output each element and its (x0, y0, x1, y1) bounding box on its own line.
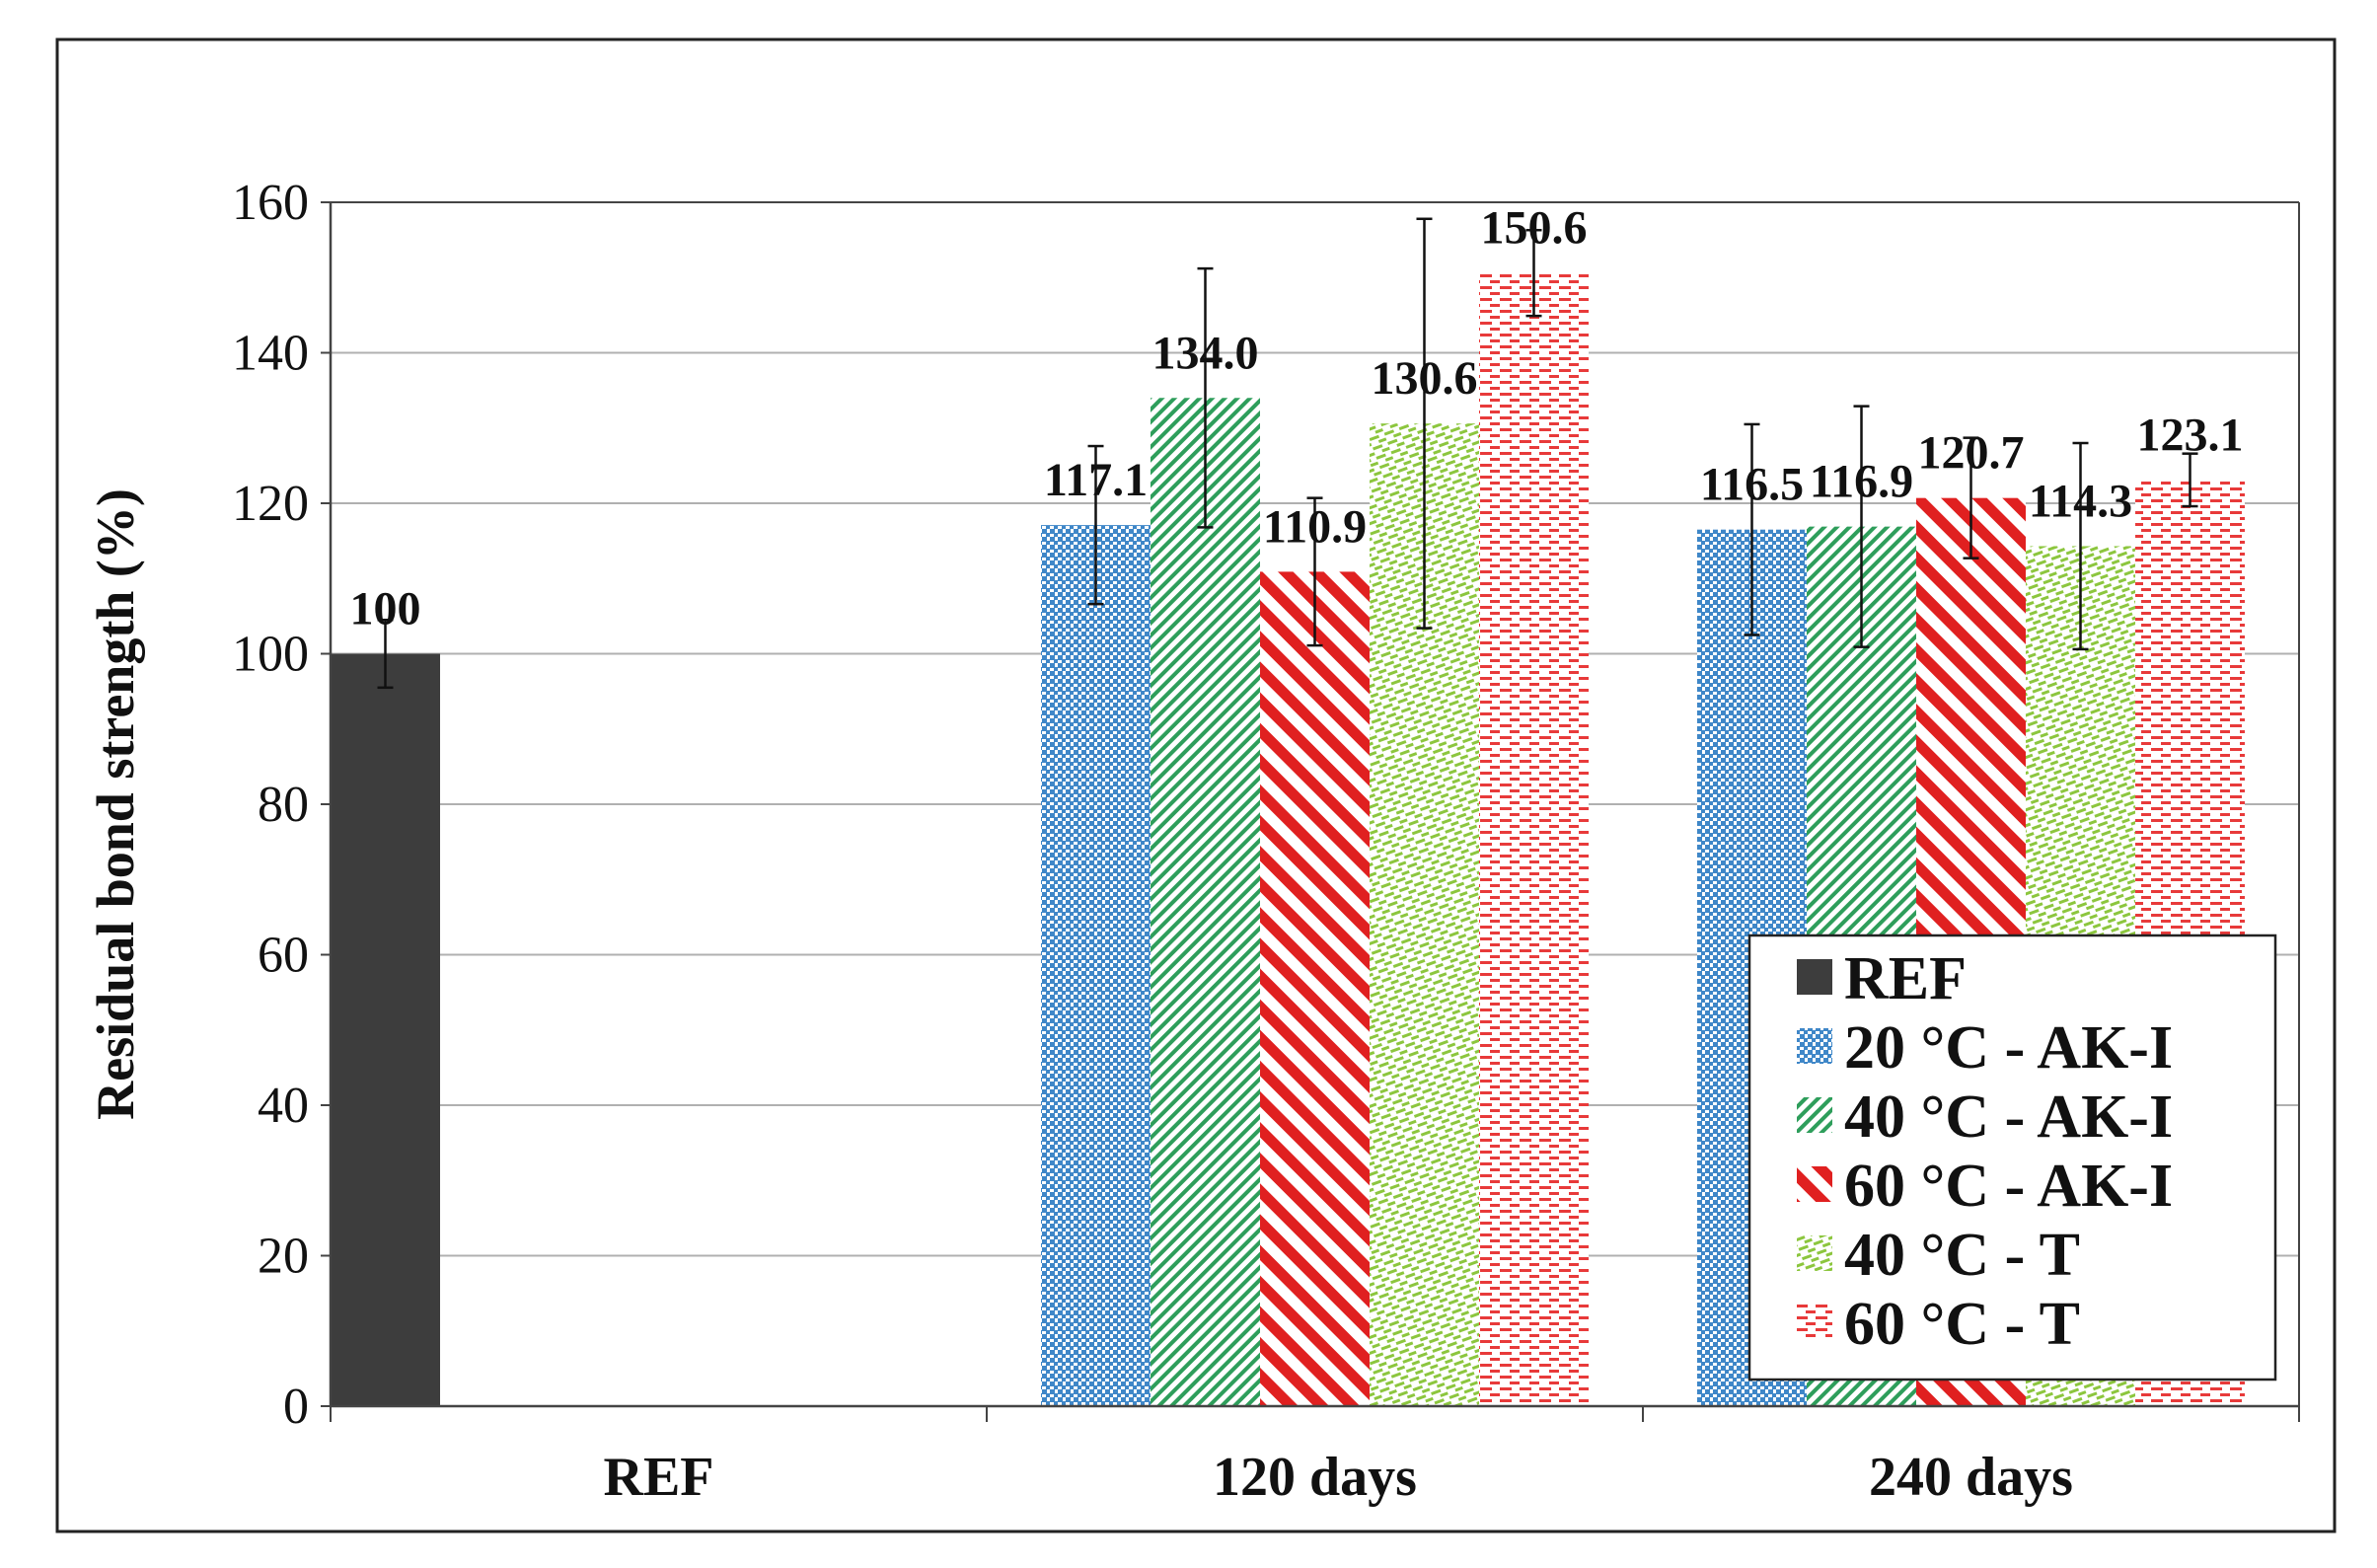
x-tick-label: 240 days (1869, 1447, 2073, 1508)
legend-entry: REF (1844, 945, 1967, 1012)
bar (331, 653, 440, 1406)
y-tick-label: 60 (258, 928, 309, 984)
legend-entry: 40 °C - T (1844, 1222, 2080, 1289)
data-label: 117.1 (1044, 454, 1148, 506)
legend-entry: 60 °C - T (1844, 1291, 2080, 1358)
legend-swatch (1797, 1305, 1832, 1340)
data-label: 120.7 (1918, 427, 2025, 480)
legend-swatch (1797, 1097, 1832, 1133)
data-label: 123.1 (2137, 409, 2244, 461)
y-tick-label: 140 (232, 326, 309, 382)
data-label: 100 (350, 583, 421, 635)
y-tick-label: 0 (283, 1379, 309, 1435)
data-label: 150.6 (1481, 202, 1588, 255)
x-axis-ticks: REF 120 days 240 days (330, 1406, 2300, 1508)
bar (1041, 525, 1151, 1406)
legend-swatch (1797, 1235, 1832, 1271)
legend-entry: 60 °C - AK-I (1844, 1153, 2173, 1220)
y-tick-label: 20 (258, 1229, 309, 1285)
x-tick-label: 120 days (1213, 1447, 1417, 1508)
y-tick-label: 80 (258, 777, 309, 833)
x-tick-label: REF (604, 1447, 714, 1508)
bar (1151, 398, 1260, 1406)
data-label: 116.9 (1810, 456, 1913, 508)
y-tick-label: 40 (258, 1078, 309, 1134)
legend-swatch (1797, 1166, 1832, 1202)
axes (329, 201, 2300, 1408)
legend-swatch (1797, 1028, 1832, 1064)
legend-box (1747, 933, 2277, 1381)
y-tick-label: 160 (232, 175, 309, 231)
y-axis-label: Residual bond strength (%) (86, 488, 145, 1120)
legend-entry: 40 °C - AK-I (1844, 1083, 2173, 1151)
legend-swatch (1797, 959, 1832, 995)
y-tick-label: 100 (232, 627, 309, 683)
data-label: 116.5 (1700, 459, 1804, 511)
error-bars (377, 217, 2198, 690)
legend-entry: 20 °C - AK-I (1844, 1014, 2173, 1082)
y-tick-label: 120 (232, 476, 309, 532)
bar (1260, 571, 1370, 1406)
y-axis-ticks: 0 20 40 60 80 100 120 140 160 (232, 175, 331, 1435)
data-label: 130.6 (1372, 352, 1478, 405)
bar (1479, 272, 1589, 1406)
data-label: 114.3 (2029, 475, 2132, 527)
data-label: 110.9 (1263, 500, 1367, 553)
data-label: 134.0 (1152, 327, 1259, 379)
